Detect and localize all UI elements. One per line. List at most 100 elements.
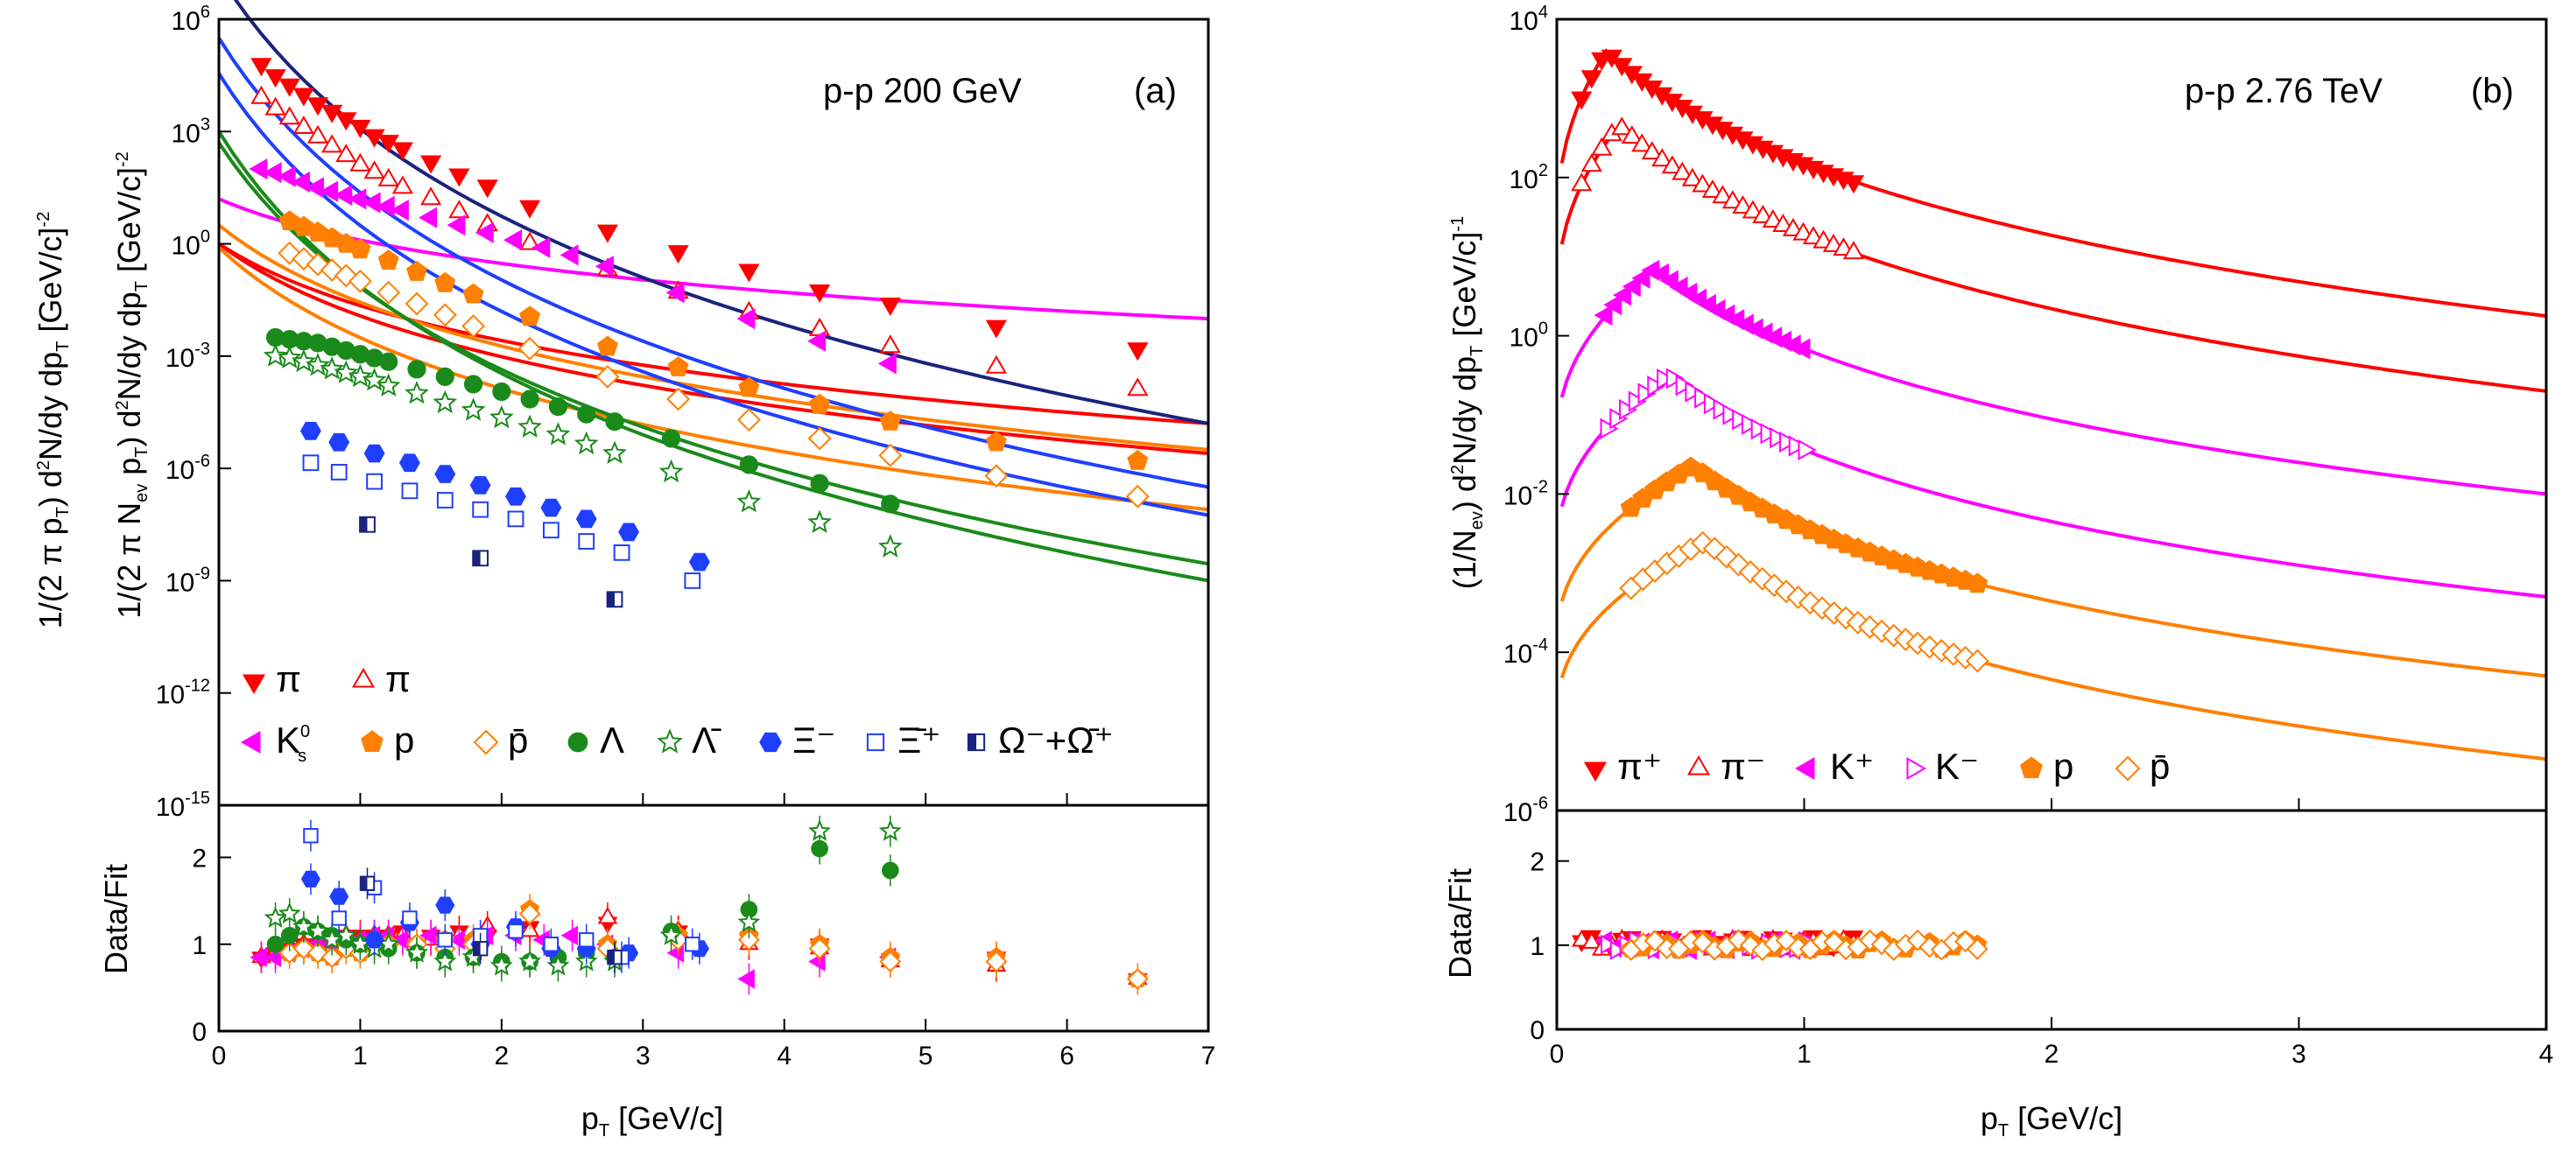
point-b-1-14 [1712,185,1734,204]
legend-marker-b-4 [2020,756,2043,778]
point-a-7-7 [540,498,562,517]
point-a-2-9 [376,195,395,217]
point-a-0-1 [264,69,286,88]
point-a-2-0 [249,158,268,180]
panel-b-tag: (b) [2471,72,2514,110]
point-a-6-2 [291,348,316,373]
legend-marker-a-8 [866,733,885,752]
point-a-0-15 [596,224,619,243]
ratio-point-a-8-4 [437,932,453,948]
point-b-1-0 [1571,172,1593,192]
point-a-7-3 [398,453,420,473]
point-a-2-7 [348,188,367,210]
point-a-7-5 [469,476,491,495]
point-a-3-8 [434,271,456,292]
point-a-5-17 [661,429,681,448]
point-a-2-8 [362,192,381,214]
point-a-4-15 [878,443,903,467]
ratio-point-a-6-18 [737,910,761,933]
legend-label-a-2: K0 s [276,719,310,766]
point-b-3-5 [1647,375,1666,397]
fit-curve-b-1 [1559,126,2547,393]
point-b-3-20 [1788,435,1807,457]
point-b-3-12 [1713,398,1732,420]
point-a-6-4 [320,356,345,380]
point-a-5-10 [435,367,454,386]
ratio-point-a-6-17 [659,923,683,945]
point-b-3-19 [1779,431,1798,453]
ratio-point-b-3-0 [1601,934,1618,955]
point-b-1-15 [1721,190,1744,209]
point-a-2-3 [291,171,310,193]
ratio-point-a-8-6 [508,923,524,939]
panel-b-x-axis-title: pT [GeV/c] [1981,1100,2122,1140]
point-a-0-8 [363,129,385,148]
point-b-1-18 [1752,204,1774,223]
ratio-point-a-2-16 [560,925,579,946]
legend-marker-b-1 [1686,755,1711,776]
ratio-point-a-5-0 [266,935,285,953]
ratio-y-tick-label-a-0: 0 [192,1018,207,1047]
point-a-3-11 [596,335,618,356]
point-a-1-10 [391,175,413,194]
point-a-0-21 [1127,342,1149,361]
panel-b-main-frame [1555,18,2548,812]
point-b-1-19 [1762,209,1784,228]
point-a-6-19 [807,509,832,534]
point-a-6-0 [263,343,288,367]
ratio-y-tick-label-b-0: 0 [1530,1016,1545,1045]
point-b-2-1 [1603,294,1622,316]
point-a-0-11 [420,155,442,174]
point-a-6-8 [376,373,401,397]
point-b-1-8 [1651,148,1673,167]
point-a-6-18 [736,488,762,513]
panel-a-axis-ticks: 0 1 2 3 4 5 6 7 106 103 100 10-3 10-6 10-9 10-12 10-15 0… [156,3,1216,1070]
panel-a-legend: π π K0 s p p̄ Λ Λ̄ Ξ⁻ Ξ̄⁺ Ω⁻+Ω̄⁺ [241,658,1114,766]
x-tick-label-a-4: 4 [777,1042,792,1070]
point-b-4-29 [1967,572,1988,593]
point-a-1-0 [250,85,272,104]
point-a-9-1-fill [473,551,481,566]
point-a-0-10 [391,142,413,161]
x-tick-label-a-3: 3 [636,1042,651,1070]
ratio-point-a-7-2 [364,931,384,949]
point-b-1-16 [1732,195,1754,214]
panel-b-data-points [1571,49,1989,673]
ratio-point-a-9-2-fill [608,950,615,965]
ratio-point-a-6-0 [264,906,287,928]
panel-b-ratio-frame [1555,809,2548,1031]
point-a-7-8 [575,509,597,529]
point-b-3-18 [1770,427,1789,449]
point-a-2-19 [736,307,756,330]
panel-a-x-axis-title: pT [GeV/c] [581,1100,723,1140]
point-a-1-18 [808,317,831,336]
point-a-8-5 [472,501,489,518]
ratio-point-a-8-8 [579,932,595,948]
point-a-6-9 [405,380,429,404]
ratio-point-a-7-0 [300,870,320,888]
point-a-3-5 [349,238,371,259]
ratio-point-a-4-3 [320,946,343,969]
x-tick-label-a-6: 6 [1059,1042,1074,1070]
point-b-3-4 [1637,382,1657,404]
point-a-1-19 [879,334,901,354]
y-tick-label-a-3: 10-3 [165,340,210,373]
ratio-point-a-4-17 [1126,968,1149,990]
point-a-1-9 [377,167,399,186]
ratio-point-a-1-15 [597,907,618,924]
point-a-2-16 [560,244,579,266]
ratio-point-a-2-10 [391,930,409,951]
point-b-1-12 [1692,173,1714,193]
legend-label-b-0: π⁺ [1617,746,1662,787]
y-tick-label-a-2: 100 [172,228,211,261]
x-tick-label-a-2: 2 [495,1042,510,1070]
point-b-1-9 [1661,155,1683,174]
point-a-8-1 [330,464,348,481]
point-a-0-3 [292,88,314,107]
point-b-3-13 [1722,404,1742,425]
point-a-5-12 [492,382,511,402]
point-a-0-7 [349,119,371,138]
ratio-point-a-4-14 [808,937,831,960]
point-a-0-19 [879,298,901,316]
point-a-1-3 [292,115,314,134]
